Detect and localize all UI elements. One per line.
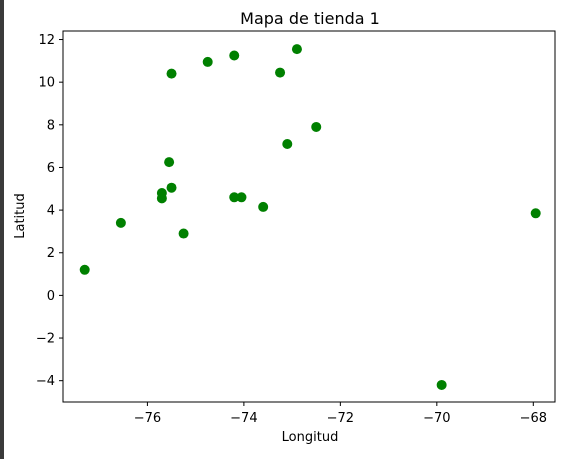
data-point xyxy=(166,68,177,79)
chart-title: Mapa de tienda 1 xyxy=(240,9,380,28)
data-point xyxy=(530,208,541,219)
y-tick-label: 10 xyxy=(38,76,55,91)
data-point xyxy=(178,228,189,239)
data-point xyxy=(115,217,126,228)
data-point xyxy=(164,157,175,168)
y-tick-label: 2 xyxy=(47,246,55,261)
x-tick-label: −74 xyxy=(230,411,257,426)
data-point xyxy=(275,67,286,78)
x-tick-label: −70 xyxy=(423,411,450,426)
data-point xyxy=(202,56,213,67)
data-point xyxy=(282,139,293,150)
data-point xyxy=(311,121,322,132)
scatter-points xyxy=(79,44,541,390)
axis-ticks: −76 −74 −72 −70 −68 −4 −2 0 2 4 6 8 10 12 xyxy=(36,33,547,426)
y-tick-label: 12 xyxy=(38,33,55,48)
data-point xyxy=(166,182,177,193)
window-edge-bar xyxy=(0,0,4,459)
y-tick-label: 4 xyxy=(47,204,55,219)
data-point xyxy=(229,50,240,61)
data-point xyxy=(436,379,447,390)
x-tick-label: −76 xyxy=(134,411,161,426)
x-tick-label: −72 xyxy=(327,411,354,426)
y-tick-label: 6 xyxy=(47,161,55,176)
data-point xyxy=(79,264,90,275)
data-point xyxy=(229,192,240,203)
y-tick-label: −2 xyxy=(36,332,55,347)
data-point xyxy=(291,44,302,55)
x-axis-label: Longitud xyxy=(282,430,339,445)
x-tick-label: −68 xyxy=(520,411,547,426)
y-tick-label: −4 xyxy=(36,374,55,389)
data-point xyxy=(156,188,167,199)
y-tick-label: 8 xyxy=(47,118,55,133)
data-point xyxy=(258,201,269,212)
data-point xyxy=(236,192,247,203)
y-tick-label: 0 xyxy=(47,289,55,304)
y-axis-label: Latitud xyxy=(13,193,28,239)
plot-area-frame xyxy=(62,30,556,403)
